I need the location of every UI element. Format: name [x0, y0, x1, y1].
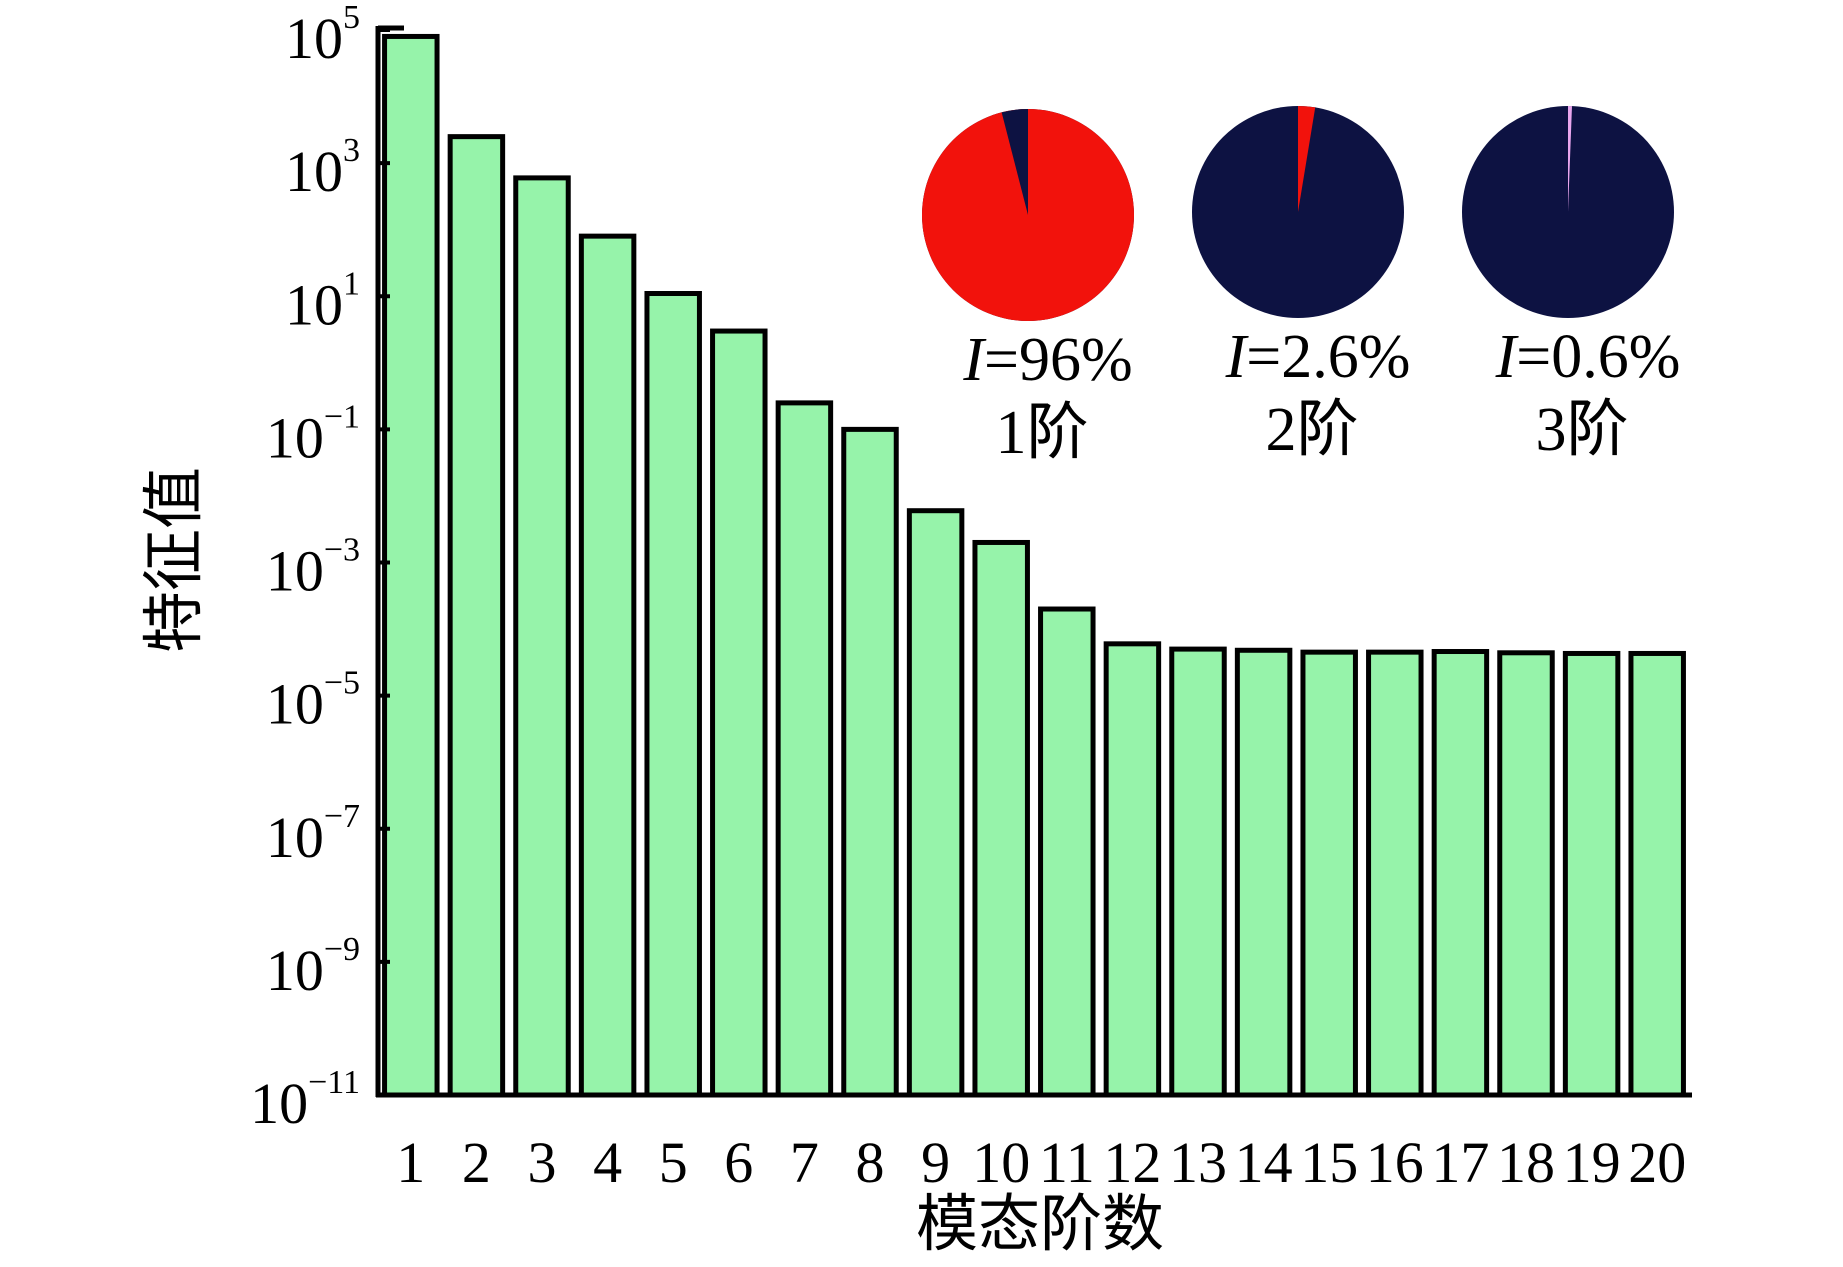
- bar-14: [1234, 647, 1293, 1098]
- pie-value: =2.6%: [1246, 323, 1410, 391]
- pie-inset-2: I=2.6%2阶: [1192, 106, 1410, 464]
- x-tick-label-20: 20: [1628, 1130, 1686, 1195]
- pie-highlight-slice: [1298, 106, 1316, 212]
- pie-order-label: 3阶: [1535, 396, 1628, 464]
- y-tick-label: 10−3: [266, 532, 360, 604]
- x-tick-labels: 1 2 3 4 5 6 7 8 9 10 11 12 13 14 15 16 17 18 19 20: [396, 1130, 1686, 1195]
- y-tick-exponent: −9: [324, 931, 360, 968]
- y-tick-base: 10: [285, 6, 343, 71]
- pie-percent-label: I=96%: [962, 326, 1132, 394]
- x-tick-label-10: 10: [972, 1130, 1030, 1195]
- pie-value: =96%: [984, 326, 1133, 394]
- bars-layer: [382, 33, 1686, 1098]
- y-tick-exponent: −5: [324, 665, 360, 702]
- bar-17: [1431, 649, 1490, 1098]
- y-tick-base: 10: [250, 1071, 308, 1136]
- x-tick-label-13: 13: [1169, 1130, 1227, 1195]
- bar-2: [447, 134, 506, 1098]
- pie-symbol: I: [1495, 323, 1520, 391]
- bar-8: [841, 426, 899, 1098]
- y-tick-label: 10−9: [266, 931, 360, 1003]
- axes-layer: [375, 25, 1692, 1098]
- pie-remainder-slice: [1001, 109, 1028, 215]
- x-tick-label-6: 6: [724, 1130, 753, 1195]
- y-tick-base: 10: [266, 539, 324, 604]
- x-tick-label-8: 8: [856, 1130, 885, 1195]
- bar-12: [1103, 641, 1162, 1098]
- x-tick-label-17: 17: [1431, 1130, 1489, 1195]
- bar-6: [710, 328, 768, 1098]
- x-tick-label-14: 14: [1235, 1130, 1293, 1195]
- bar-15: [1300, 649, 1358, 1098]
- pie-order-label: 1阶: [995, 399, 1088, 467]
- bar-9: [906, 508, 965, 1098]
- x-tick-label-16: 16: [1366, 1130, 1424, 1195]
- y-tick-label: 10−5: [266, 665, 360, 737]
- bar-11: [1038, 606, 1096, 1098]
- y-tick-exponent: 3: [343, 132, 360, 169]
- x-tick-label-5: 5: [659, 1130, 688, 1195]
- y-tick-base: 10: [285, 139, 343, 204]
- x-axis-title: 模态阶数: [916, 1191, 1164, 1259]
- y-axis-title: 特征值: [141, 467, 209, 653]
- x-tick-label-12: 12: [1103, 1130, 1161, 1195]
- y-tick-label: 103: [285, 132, 360, 204]
- pie-highlight-slice: [1568, 106, 1572, 212]
- y-tick-base: 10: [285, 272, 343, 337]
- pie-insets: I=96%1阶I=2.6%2阶I=0.6%3阶: [922, 106, 1680, 467]
- pie-symbol: I: [962, 326, 987, 394]
- x-tick-label-3: 3: [528, 1130, 557, 1195]
- y-tick-exponent: −3: [324, 532, 360, 569]
- bar-4: [578, 233, 637, 1098]
- x-tick-label-7: 7: [790, 1130, 819, 1195]
- y-tick-base: 10: [266, 938, 324, 1003]
- x-tick-label-1: 1: [396, 1130, 425, 1195]
- y-tick-base: 10: [266, 672, 324, 737]
- bar-10: [972, 539, 1030, 1098]
- y-tick-label: 105: [285, 0, 360, 71]
- bar-1: [382, 33, 440, 1098]
- pie-value: =0.6%: [1516, 323, 1680, 391]
- y-tick-exponent: −7: [324, 798, 360, 835]
- pie-percent-label: I=2.6%: [1225, 323, 1411, 391]
- x-tick-label-4: 4: [593, 1130, 622, 1195]
- x-tick-label-15: 15: [1300, 1130, 1358, 1195]
- y-tick-exponent: 5: [343, 0, 360, 36]
- pie-inset-1: I=96%1阶: [922, 109, 1134, 467]
- bar-20: [1628, 650, 1686, 1098]
- y-tick-exponent: 1: [343, 265, 360, 302]
- y-tick-exponent: −11: [308, 1064, 360, 1101]
- bar-3: [513, 175, 571, 1098]
- x-tick-label-11: 11: [1039, 1130, 1095, 1195]
- y-tick-base: 10: [266, 405, 324, 470]
- bar-7: [775, 400, 834, 1098]
- x-tick-label-19: 19: [1563, 1130, 1621, 1195]
- bar-13: [1169, 646, 1227, 1098]
- x-tick-label-9: 9: [921, 1130, 950, 1195]
- bar-18: [1497, 650, 1555, 1098]
- y-tick-base: 10: [266, 805, 324, 870]
- y-tick-label: 10−11: [250, 1064, 360, 1136]
- pie-symbol: I: [1225, 323, 1250, 391]
- bar-5: [644, 290, 702, 1098]
- y-tick-label: 10−1: [266, 398, 360, 470]
- y-tick-label: 101: [285, 265, 360, 337]
- pie-inset-3: I=0.6%3阶: [1462, 106, 1680, 464]
- y-tick-label: 10−7: [266, 798, 360, 870]
- bar-19: [1562, 650, 1621, 1098]
- bar-16: [1366, 649, 1424, 1098]
- y-tick-exponent: −1: [324, 398, 360, 435]
- pie-percent-label: I=0.6%: [1495, 323, 1681, 391]
- x-tick-label-2: 2: [462, 1130, 491, 1195]
- pie-order-label: 2阶: [1265, 396, 1358, 464]
- x-tick-label-18: 18: [1497, 1130, 1555, 1195]
